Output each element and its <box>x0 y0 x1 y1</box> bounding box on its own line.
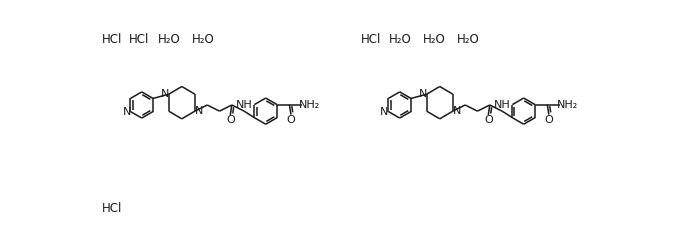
Text: NH₂: NH₂ <box>299 100 320 110</box>
Text: O: O <box>286 115 295 125</box>
Text: H₂O: H₂O <box>389 33 412 46</box>
Text: HCl: HCl <box>102 202 122 215</box>
Text: O: O <box>226 115 235 125</box>
Text: N: N <box>123 107 131 117</box>
Text: N: N <box>380 107 389 117</box>
Text: H₂O: H₂O <box>457 33 479 46</box>
Text: O: O <box>544 115 553 125</box>
Text: H₂O: H₂O <box>423 33 445 46</box>
Text: NH: NH <box>236 100 253 110</box>
Text: N: N <box>418 89 427 99</box>
Text: O: O <box>484 115 493 125</box>
Text: NH₂: NH₂ <box>556 100 578 110</box>
Text: H₂O: H₂O <box>158 33 181 46</box>
Text: N: N <box>194 106 203 116</box>
Text: HCl: HCl <box>362 33 382 46</box>
Text: HCl: HCl <box>129 33 149 46</box>
Text: N: N <box>452 106 461 116</box>
Text: H₂O: H₂O <box>192 33 215 46</box>
Text: HCl: HCl <box>102 33 122 46</box>
Text: N: N <box>160 89 169 99</box>
Text: NH: NH <box>494 100 510 110</box>
